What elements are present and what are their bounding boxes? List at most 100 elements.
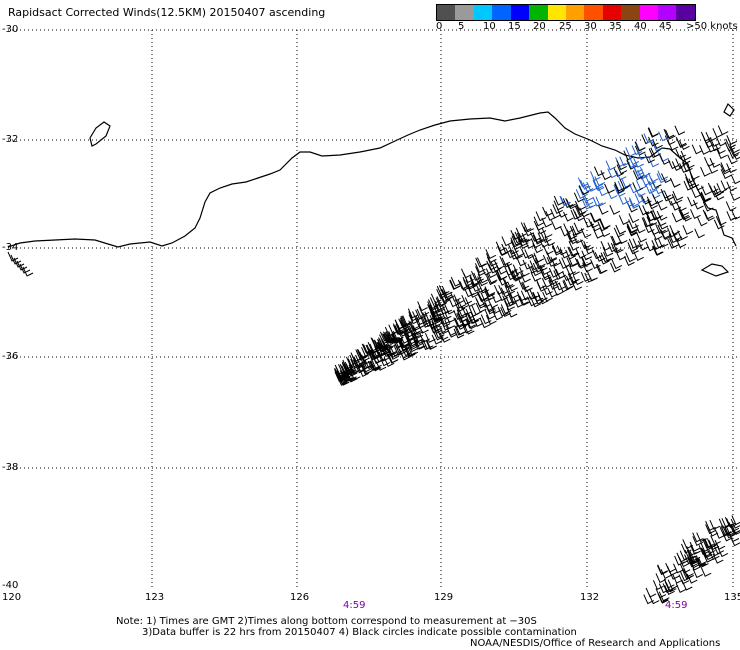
wind-barb	[656, 200, 668, 211]
wind-barb	[495, 241, 507, 252]
wind-barb	[665, 129, 676, 140]
wind-barb	[632, 238, 644, 249]
wind-barb	[493, 285, 505, 295]
wind-barb	[529, 289, 541, 300]
wind-barb	[500, 307, 511, 317]
wind-barb	[520, 222, 532, 233]
wind-barb	[559, 226, 571, 237]
wind-barb	[580, 256, 592, 267]
wind-barb	[566, 232, 578, 243]
wind-barb	[558, 259, 570, 269]
wind-barb	[361, 343, 373, 354]
wind-barb	[575, 189, 587, 200]
wind-barb	[595, 264, 607, 275]
wind-barb	[667, 140, 679, 151]
wind-barb	[683, 569, 695, 580]
wind-barb	[471, 270, 482, 281]
wind-barb	[422, 339, 434, 350]
wind-barb	[461, 295, 473, 305]
wind-barb	[541, 277, 553, 288]
wind-barb	[669, 225, 681, 236]
wind-barb	[722, 525, 733, 536]
wind-barb	[381, 338, 392, 348]
wind-barb	[551, 245, 563, 256]
wind-barb	[400, 321, 412, 332]
wind-barb	[418, 323, 429, 334]
wind-barb	[453, 328, 465, 339]
wind-barb	[582, 262, 593, 273]
wind-barb	[498, 284, 509, 295]
wind-barb	[554, 280, 566, 291]
wind-barb	[439, 315, 451, 325]
lat-label: -38	[2, 462, 19, 473]
wind-barb	[438, 285, 450, 296]
wind-barb	[627, 242, 639, 252]
wind-barb	[688, 553, 699, 564]
wind-barb	[558, 282, 570, 293]
wind-barb	[552, 285, 564, 296]
wind-barb	[727, 148, 739, 159]
wind-barb	[510, 237, 521, 248]
legend-swatch	[547, 5, 566, 20]
lon-label: 126	[290, 592, 310, 603]
wind-barb	[665, 582, 677, 593]
wind-barb	[646, 216, 658, 227]
wind-barb	[611, 235, 623, 246]
wind-barb	[716, 149, 728, 160]
wind-barb	[669, 177, 681, 188]
wind-barb	[10, 254, 22, 265]
wind-barb	[572, 233, 584, 244]
wind-barb	[377, 342, 389, 353]
wind-barb	[475, 257, 486, 268]
wind-barb	[678, 574, 690, 585]
wind-barb	[645, 184, 656, 194]
wind-barb	[628, 197, 640, 208]
wind-barb	[485, 304, 497, 315]
wind-barb	[453, 317, 465, 328]
wind-barb	[480, 292, 492, 303]
wind-barb	[687, 557, 698, 568]
wind-barb	[589, 212, 601, 223]
wind-barb	[647, 127, 659, 138]
lat-label: -36	[2, 351, 19, 362]
wind-barb	[374, 346, 385, 357]
wind-barb	[563, 279, 575, 290]
wind-barb	[346, 372, 358, 383]
wind-barb	[616, 164, 628, 175]
wind-barb	[592, 179, 604, 190]
legend-swatch	[492, 5, 511, 20]
wind-barb	[444, 313, 456, 324]
wind-barb	[407, 308, 419, 319]
wind-barb	[694, 228, 705, 239]
wind-barb	[645, 175, 656, 186]
wind-barb	[383, 357, 395, 367]
wind-barb	[424, 332, 436, 343]
wind-barb	[457, 312, 468, 323]
legend-swatch	[584, 5, 603, 20]
wind-barb	[356, 350, 367, 361]
wind-barb	[580, 179, 591, 190]
wind-barb	[619, 156, 630, 167]
wind-barb	[661, 173, 672, 184]
wind-barb	[539, 268, 551, 279]
wind-barb	[542, 291, 553, 302]
lon-label: 132	[580, 592, 600, 603]
wind-barb	[652, 245, 663, 256]
wind-barb	[556, 245, 568, 256]
lon-label: 120	[2, 592, 22, 603]
wind-barb	[643, 133, 655, 144]
wind-barb	[615, 250, 627, 261]
wind-barb	[440, 320, 452, 331]
wind-barb	[636, 232, 647, 243]
wind-barb	[505, 248, 517, 259]
wind-barb	[659, 154, 671, 165]
wind-barb	[344, 364, 355, 375]
legend-swatch	[455, 5, 474, 20]
note-line-3: NOAA/NESDIS/Office of Research and Appli…	[470, 638, 721, 649]
wind-barb	[364, 359, 376, 370]
wind-barb	[569, 265, 580, 276]
wind-barb	[500, 304, 512, 315]
wind-barb	[548, 280, 559, 290]
wind-barb	[399, 317, 411, 328]
legend-label: 5	[458, 21, 465, 32]
